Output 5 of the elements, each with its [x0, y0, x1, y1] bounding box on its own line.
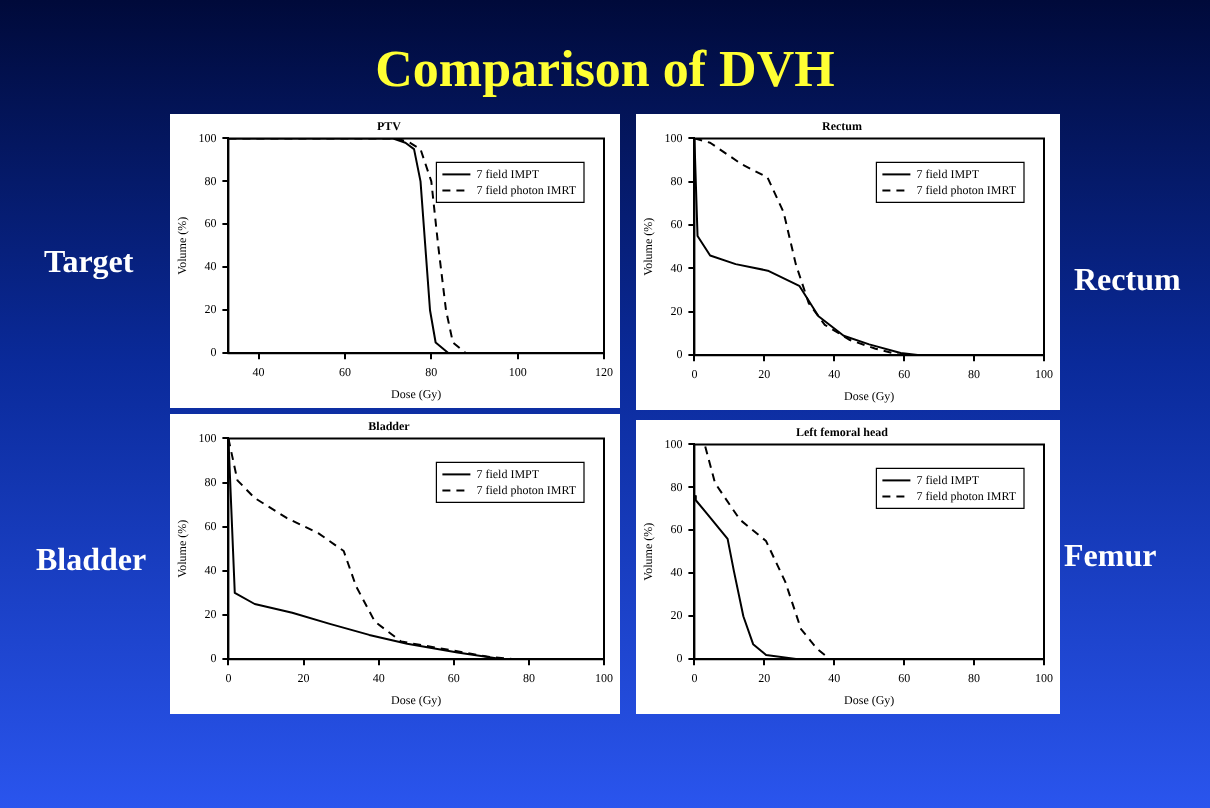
text: Bladder [36, 544, 147, 580]
text: Comparison of DVH [373, 40, 837, 100]
text: Target [44, 246, 134, 282]
text: Femur [1064, 540, 1157, 576]
text: Rectum [1074, 264, 1181, 300]
